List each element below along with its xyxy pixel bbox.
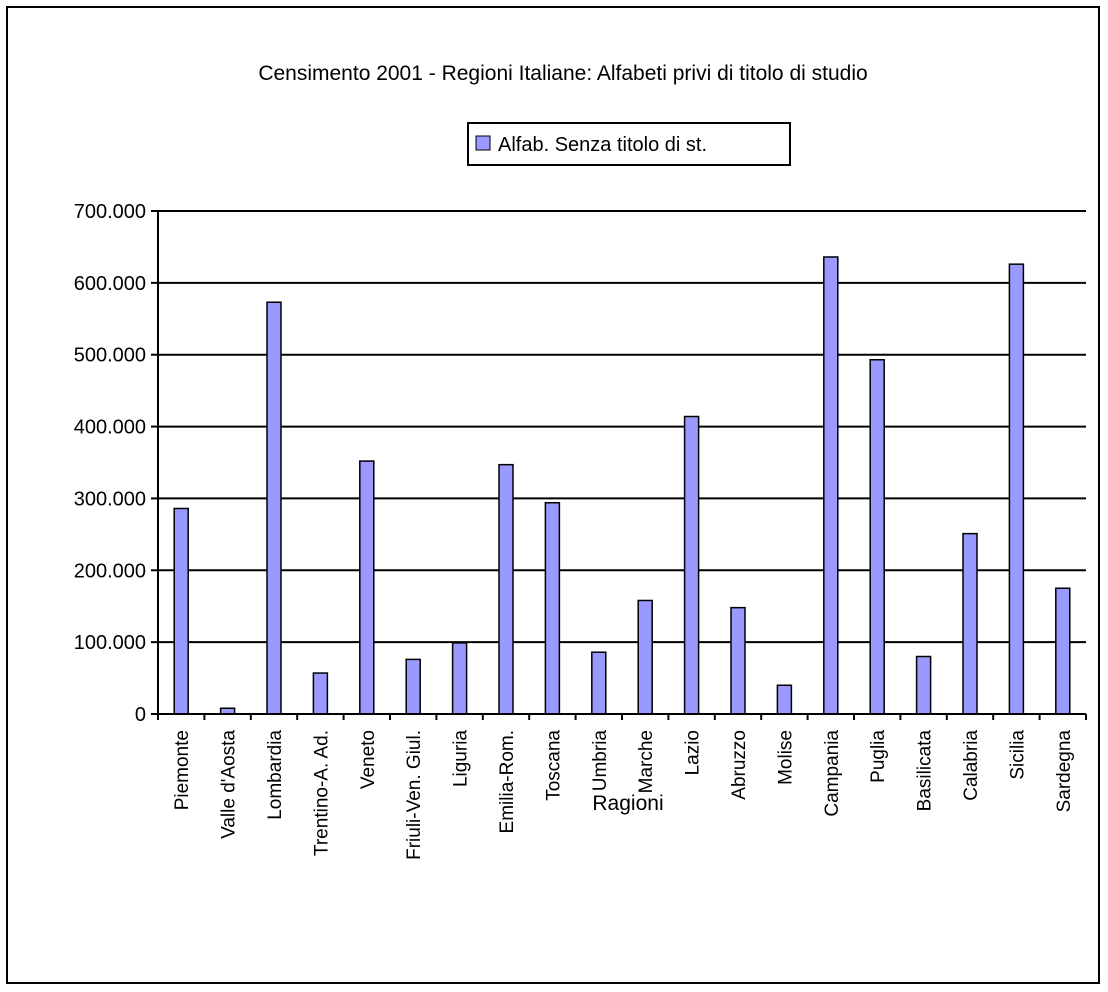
x-tick-label: Trentino-A. Ad. — [311, 730, 332, 856]
bar — [498, 463, 514, 715]
bar — [544, 501, 561, 715]
x-tick-label: Campania — [822, 730, 843, 817]
x-tick-label: Sardegna — [1054, 730, 1075, 813]
x-tick-label: Calabria — [961, 730, 982, 801]
x-tick-label: Sicilia — [1007, 730, 1028, 780]
bar — [823, 256, 839, 715]
bar — [776, 684, 793, 715]
x-tick-label: Abruzzo — [729, 730, 750, 800]
legend-box — [467, 122, 791, 166]
y-tick-labels: 0 100.000 200.000 300.000 400.000 500.000 600.… — [74, 201, 146, 726]
y-tick-label: 400.000 — [74, 417, 146, 439]
y-tick-label: 500.000 — [74, 345, 146, 367]
y-tick-label: 300.000 — [74, 488, 146, 510]
legend: Alfab. Senza titolo di st. — [467, 122, 791, 166]
bar — [869, 358, 885, 715]
x-tick-label: Lombardia — [265, 730, 286, 820]
bar — [1055, 587, 1071, 715]
bar — [962, 532, 978, 715]
bar — [591, 651, 607, 715]
x-tick-label: Liguria — [451, 730, 472, 787]
x-tick-label: Lazio — [683, 730, 704, 775]
x-axis-label: Ragioni — [592, 792, 663, 815]
chart-title: Censimento 2001 - Regioni Italiane: Alfa… — [258, 62, 867, 85]
x-tick-label: Puglia — [868, 730, 889, 783]
x-tick-label: Molise — [775, 730, 796, 785]
y-tick-label: 0 — [135, 704, 146, 726]
bar — [730, 606, 746, 715]
grid-lines — [151, 210, 1086, 715]
bar — [173, 507, 189, 715]
x-tick-label: Emilia-Rom. — [497, 730, 518, 833]
bar — [915, 655, 932, 715]
x-tick-label: Toscana — [543, 730, 564, 801]
y-tick-label: 100.000 — [74, 632, 146, 654]
x-tick-label: Piemonte — [172, 730, 193, 810]
legend-swatch — [475, 135, 491, 151]
bars — [173, 256, 1071, 715]
axes — [157, 211, 1087, 720]
x-tick-label: Marche — [636, 730, 657, 793]
bar — [359, 460, 375, 715]
bar — [451, 642, 468, 715]
bar — [637, 599, 653, 715]
y-tick-label: 600.000 — [74, 273, 146, 295]
x-tick-label: Basilicata — [915, 730, 936, 812]
bar — [405, 658, 421, 715]
bar — [683, 415, 700, 715]
bar — [1008, 263, 1025, 715]
bar — [266, 301, 282, 715]
legend-label: Alfab. Senza titolo di st. — [498, 134, 707, 156]
bar — [312, 672, 329, 715]
x-tick-label: Valle d'Aosta — [219, 730, 240, 839]
x-tick-label: Veneto — [358, 730, 379, 789]
y-tick-label: 200.000 — [74, 560, 146, 582]
x-tick-label: Umbria — [590, 730, 611, 792]
bar-chart: Censimento 2001 - Regioni Italiane: Alfa… — [74, 62, 1087, 860]
y-tick-label: 700.000 — [74, 201, 146, 223]
chart-frame: Censimento 2001 - Regioni Italiane: Alfa… — [6, 6, 1100, 984]
x-tick-label: Friuli-Ven. Giul. — [404, 730, 425, 860]
x-tick-labels: Piemonte Valle d'Aosta Lombardia Trentino-A… — [172, 730, 1075, 860]
